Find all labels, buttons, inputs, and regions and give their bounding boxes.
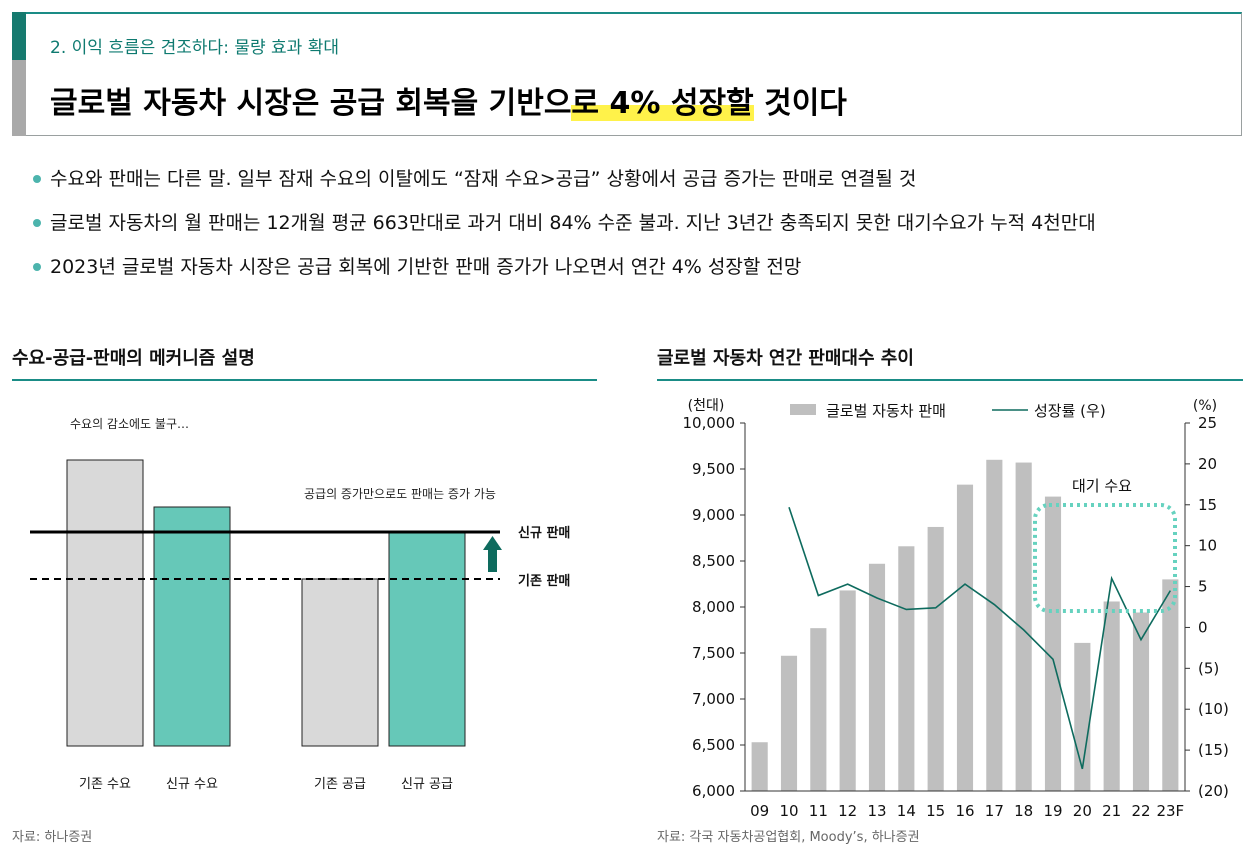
right-tick-label: (10) (1198, 700, 1229, 718)
mechanism-diagram: 수요의 감소에도 불구… 공급의 증가만으로도 판매는 증가 가능 신규 판매 … (30, 417, 570, 792)
x-tick-label: 17 (985, 802, 1004, 820)
bar-existing-demand (66, 459, 144, 747)
bullet-list: 수요와 판매는 다른 말. 일부 잠재 수요의 이탈에도 “잠재 수요>공급” … (28, 160, 1096, 292)
left-tick-label: 9,500 (692, 460, 735, 478)
left-panel-rule (12, 379, 597, 381)
sales-bar (1162, 579, 1179, 791)
sales-bar (898, 546, 915, 791)
sales-bar (868, 563, 886, 791)
bar-label-new-supply: 신규 공급 (401, 777, 453, 792)
left-tick-label: 7,000 (692, 690, 735, 708)
legend-bar-label: 글로벌 자동차 판매 (826, 402, 946, 420)
bullet-text: 2023년 글로벌 자동차 시장은 공급 회복에 기반한 판매 증가가 나오면서… (50, 256, 802, 278)
right-tick-label: (5) (1198, 659, 1219, 677)
sales-bar (956, 484, 974, 791)
x-tick-label: 19 (1043, 802, 1062, 820)
x-tick-label: 13 (867, 802, 886, 820)
legend-line-label: 성장률 (우) (1034, 402, 1106, 420)
bullet-dot-icon (33, 175, 41, 183)
bar-new-supply (388, 531, 466, 747)
pent-up-demand-label: 대기 수요 (1072, 477, 1132, 495)
right-tick-label: (20) (1198, 782, 1229, 800)
right-axis-unit: (%) (1193, 398, 1217, 414)
bullet-item: 수요와 판매는 다른 말. 일부 잠재 수요의 이탈에도 “잠재 수요>공급” … (28, 160, 1096, 204)
pent-up-demand-box (1033, 503, 1177, 613)
left-tick-label: 7,500 (692, 644, 735, 662)
bar-label-new-demand: 신규 수요 (166, 777, 218, 792)
up-arrow-icon (483, 536, 502, 572)
legend-bar-swatch (790, 404, 816, 415)
bullet-dot-icon (33, 219, 41, 227)
header-box (12, 12, 1242, 136)
right-source: 자료: 각국 자동차공업협회, Moody’s, 하나증권 (657, 830, 920, 845)
x-tick-label: 09 (750, 802, 769, 820)
new-sales-label: 신규 판매 (518, 525, 570, 541)
x-tick-label: 12 (838, 802, 857, 820)
existing-sales-label: 기존 판매 (518, 573, 570, 589)
right-tick-label: (15) (1198, 741, 1229, 759)
headline: 글로벌 자동차 시장은 공급 회복을 기반으로 4% 성장할 것이다 (50, 78, 847, 122)
headline-highlight: 로 4% 성장할 (571, 86, 754, 121)
bar-label-existing-supply: 기존 공급 (314, 777, 366, 792)
headline-tail: 것이다 (753, 86, 847, 121)
headline-text: 글로벌 자동차 시장은 공급 회복을 기반으 (50, 86, 572, 121)
x-tick-label: 23F (1156, 802, 1184, 820)
bullet-item: 글로벌 자동차의 월 판매는 12개월 평균 663만대로 과거 대비 84% … (28, 204, 1096, 248)
left-tick-label: 6,500 (692, 736, 735, 754)
right-tick-label: 5 (1198, 578, 1208, 596)
right-tick-label: 0 (1198, 618, 1208, 636)
left-tick-label: 9,000 (692, 506, 735, 524)
right-panel-title: 글로벌 자동차 연간 판매대수 추이 (657, 348, 914, 369)
bar-new-demand (153, 506, 231, 747)
x-tick-label: 18 (1014, 802, 1033, 820)
x-tick-label: 22 (1131, 802, 1150, 820)
left-tick-label: 10,000 (683, 414, 736, 432)
bullet-text: 수요와 판매는 다른 말. 일부 잠재 수요의 이탈에도 “잠재 수요>공급” … (50, 168, 917, 190)
note-top: 수요의 감소에도 불구… (70, 417, 189, 431)
right-panel-rule (657, 379, 1243, 381)
section-label: 2. 이익 흐름은 견조하다: 물량 효과 확대 (50, 38, 339, 58)
right-tick-label: 15 (1198, 496, 1217, 514)
left-axis-unit: (천대) (688, 398, 725, 414)
right-tick-label: 20 (1198, 455, 1217, 473)
note-mid: 공급의 증가만으로도 판매는 증가 가능 (304, 487, 496, 501)
bullet-text: 글로벌 자동차의 월 판매는 12개월 평균 663만대로 과거 대비 84% … (50, 212, 1096, 234)
x-tick-label: 11 (809, 802, 828, 820)
sales-bar (986, 459, 1003, 791)
left-source: 자료: 하나증권 (12, 830, 93, 845)
bar-existing-supply (301, 578, 379, 747)
left-panel-title: 수요-공급-판매의 메커니즘 설명 (12, 348, 255, 369)
sales-bar (1015, 462, 1032, 791)
sales-bar (751, 742, 768, 791)
bullet-dot-icon (33, 263, 41, 271)
sales-bar (1044, 496, 1062, 791)
right-tick-label: 25 (1198, 414, 1217, 432)
x-tick-label: 14 (897, 802, 916, 820)
left-tick-label: 6,000 (692, 782, 735, 800)
header-accent-bar-grey (12, 60, 26, 136)
left-tick-label: 8,500 (692, 552, 735, 570)
sales-bar (780, 655, 798, 791)
sales-bar (1103, 601, 1120, 791)
x-tick-label: 10 (779, 802, 798, 820)
x-tick-label: 15 (926, 802, 945, 820)
left-tick-label: 8,000 (692, 598, 735, 616)
x-tick-label: 16 (955, 802, 974, 820)
bar-label-existing-demand: 기존 수요 (79, 777, 131, 792)
x-tick-label: 20 (1073, 802, 1092, 820)
sales-bar (1132, 612, 1150, 791)
sales-bar (927, 526, 944, 791)
sales-bar (810, 628, 827, 791)
right-tick-label: 10 (1198, 537, 1217, 555)
x-tick-label: 21 (1102, 802, 1121, 820)
bullet-item: 2023년 글로벌 자동차 시장은 공급 회복에 기반한 판매 증가가 나오면서… (28, 248, 1096, 292)
sales-bar (839, 590, 856, 791)
